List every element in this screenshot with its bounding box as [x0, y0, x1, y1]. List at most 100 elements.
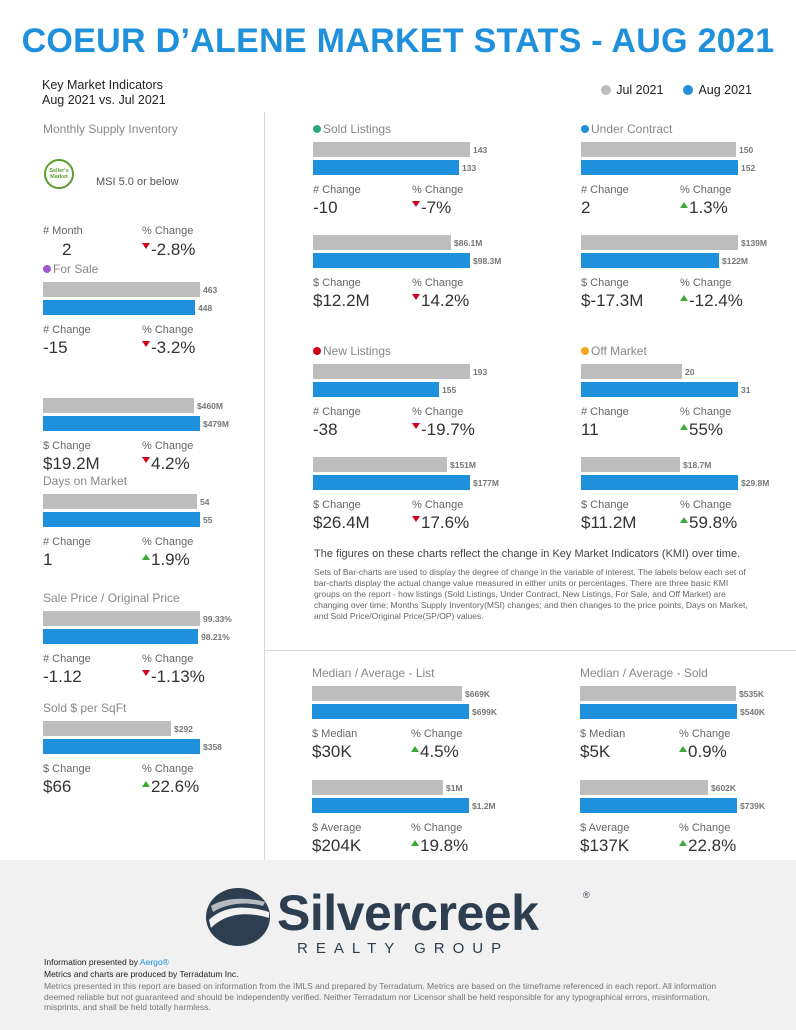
arrow-down-icon	[412, 201, 420, 207]
stat-value-change: -38	[313, 420, 338, 439]
stat-value-change: 11	[581, 420, 599, 439]
bar-value-jul: 193	[473, 367, 488, 377]
aergo-link[interactable]: Aergo®	[139, 957, 169, 967]
arrow-up-icon	[679, 746, 687, 752]
new-listings-title-text: New Listings	[323, 344, 392, 358]
logo-subtitle: REALTY GROUP	[297, 940, 510, 957]
sellers-market-seal-icon: Seller's Market	[44, 159, 74, 189]
bar-aug	[313, 475, 470, 490]
bar-aug	[581, 253, 719, 268]
bar-value-aug: $699K	[472, 707, 498, 717]
stat-value-change: -15	[43, 338, 68, 357]
stat-label-pct: % Change	[412, 406, 464, 418]
sold-listings-title-text: Sold Listings	[323, 122, 392, 136]
stat-value-change: $66	[43, 777, 72, 796]
bar-jul	[43, 398, 194, 413]
footer: Silvercreek ® REALTY GROUP Information p…	[0, 860, 796, 1030]
legend: Jul 2021 Aug 2021	[601, 83, 752, 97]
legend-item-jul: Jul 2021	[601, 83, 663, 97]
stat-value-change: 2	[581, 198, 591, 217]
silvercreek-logo: Silvercreek ® REALTY GROUP	[205, 884, 605, 957]
stat-value-pct-text: 1.9%	[151, 550, 190, 569]
arrow-up-icon	[411, 746, 419, 752]
arrow-down-icon	[412, 516, 420, 522]
stat-label-pct: % Change	[411, 822, 463, 834]
legend-item-aug: Aug 2021	[683, 83, 752, 97]
bar-aug	[581, 475, 738, 490]
stat-label-pct: % Change	[680, 499, 732, 511]
arrow-down-icon	[412, 294, 420, 300]
stat-value-pct-text: 17.6%	[421, 513, 470, 532]
stat-label-change: # Change	[313, 406, 361, 418]
bar-value-jul: 20	[685, 367, 695, 377]
bar-value-jul: $86.1M	[454, 238, 483, 248]
stat-label-pct: % Change	[412, 184, 464, 196]
bar-value-jul: $460M	[197, 401, 223, 411]
stat-value-pct: 14.2%	[412, 291, 469, 311]
bar-aug	[43, 512, 200, 527]
stat-value-change: 1	[43, 550, 53, 569]
kmi-header-line2: Aug 2021 vs. Jul 2021	[42, 93, 166, 107]
stat-label-pct: % Change	[142, 653, 194, 665]
bar-value-aug: 152	[741, 163, 756, 173]
under-contract-title: Under Contract	[581, 122, 672, 136]
stat-value-change: $-17.3M	[581, 291, 644, 310]
bar-aug	[581, 382, 738, 397]
bar-aug	[313, 382, 439, 397]
stat-label-change: # Change	[581, 184, 629, 196]
bar-jul	[313, 235, 451, 250]
bar-value-aug: $29.8M	[741, 478, 770, 488]
bar-value-aug: $1.2M	[472, 801, 496, 811]
off-market-title: Off Market	[581, 344, 647, 358]
bar-value-aug: $358	[203, 742, 222, 752]
stat-value-change: $11.2M	[581, 513, 637, 532]
stat-value-change: $30K	[312, 742, 352, 761]
bar-aug	[43, 739, 200, 754]
legend-dot-icon	[601, 85, 612, 95]
bar-jul	[581, 457, 680, 472]
bar-value-jul: 99.33%	[203, 614, 232, 624]
bar-jul	[580, 780, 708, 795]
stat-value-change: $5K	[580, 742, 611, 761]
category-dot-icon	[313, 347, 321, 355]
explanation-title: The figures on these charts reflect the …	[314, 548, 741, 560]
median-average-sold-title: Median / Average - Sold	[580, 666, 708, 680]
arrow-up-icon	[680, 202, 688, 208]
stat-label-change: # Change	[313, 184, 361, 196]
arrow-down-icon	[142, 341, 150, 347]
bar-value-jul: $18.7M	[683, 460, 712, 470]
presented-prefix: Information presented by	[44, 957, 140, 967]
bar-jul	[581, 235, 738, 250]
stat-label-change: $ Change	[43, 763, 91, 775]
bar-aug	[312, 704, 469, 719]
stat-value-pct-text: 1.3%	[689, 198, 728, 217]
arrow-down-icon	[412, 423, 420, 429]
stat-value-pct: 1.9%	[142, 550, 190, 570]
stat-value-change: -10	[313, 198, 338, 217]
stat-label-pct: % Change	[680, 406, 732, 418]
stat-value-pct: 1.3%	[680, 198, 728, 218]
horizontal-divider	[264, 650, 796, 651]
stat-label-pct: % Change	[411, 728, 463, 740]
bar-aug	[581, 160, 738, 175]
stat-value-pct: -7%	[412, 198, 451, 218]
kmi-header: Key Market Indicators Aug 2021 vs. Jul 2…	[42, 78, 166, 108]
bar-jul	[581, 142, 736, 157]
category-dot-icon	[581, 347, 589, 355]
stat-label-change: # Change	[43, 324, 91, 336]
arrow-up-icon	[142, 554, 150, 560]
bar-value-aug: $479M	[203, 419, 229, 429]
stat-value-pct: 59.8%	[680, 513, 737, 533]
stat-label-pct: % Change	[680, 277, 732, 289]
stat-label-pct: % Change	[680, 184, 732, 196]
arrow-up-icon	[411, 840, 419, 846]
bar-value-aug: $98.3M	[473, 256, 502, 266]
stat-value-change: $19.2M	[43, 454, 100, 473]
bar-value-aug: $540K	[740, 707, 766, 717]
bar-value-jul: $151M	[450, 460, 476, 470]
median-average-list-title-text: Median / Average - List	[312, 666, 435, 680]
msi-value2-text: -2.8%	[151, 240, 196, 259]
logo-wordmark: Silvercreek	[277, 885, 539, 941]
stat-value-change: -1.12	[43, 667, 82, 686]
bar-value-aug: $739K	[740, 801, 766, 811]
